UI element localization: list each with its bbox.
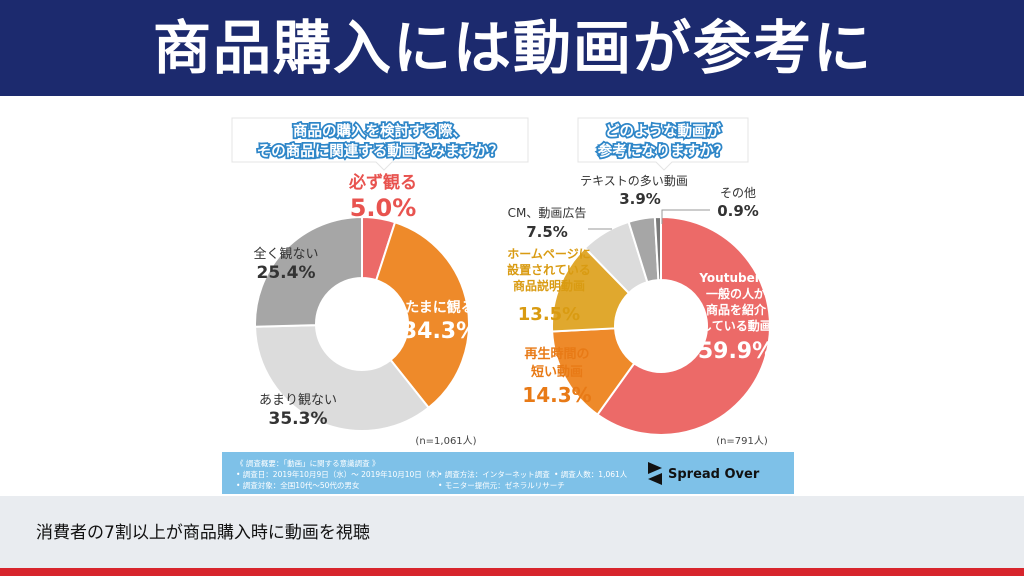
left-label-never: 全く観ない bbox=[253, 246, 318, 262]
infographic: 商品の購入を検討する際、 その商品に関連する動画をみますか？ どのような動画が … bbox=[0, 96, 1024, 496]
survey-line-3b: • モニター提供元：ゼネラルリサーチ bbox=[438, 480, 565, 490]
right-label-youtuber-3: 商品を紹介 bbox=[706, 302, 767, 317]
right-label-short-2: 短い動画 bbox=[531, 364, 583, 380]
right-label-youtuber-2: 一般の人が bbox=[706, 286, 766, 301]
right-leader-other bbox=[661, 209, 710, 224]
bottom-accent-stripe bbox=[0, 568, 1024, 576]
spread-over-logo-icon bbox=[648, 462, 662, 485]
survey-line-2c: • 調査人数：1,061人 bbox=[554, 469, 628, 479]
right-label-text-heavy: テキストの多い動画 bbox=[580, 174, 688, 188]
caption-text: 消費者の7割以上が商品購入時に動画を視聴 bbox=[36, 523, 370, 543]
right-value-cm: 7.5% bbox=[526, 223, 568, 241]
header-bar: 商品購入には動画が参考に bbox=[0, 0, 1024, 96]
left-question-line-2: その商品に関連する動画をみますか？ bbox=[257, 142, 504, 160]
right-donut-slice-5 bbox=[653, 215, 662, 282]
right-label-homepage-2: 設置されている bbox=[507, 262, 591, 277]
left-value-sometimes: 34.3% bbox=[402, 319, 478, 344]
left-question-bubble: 商品の購入を検討する際、 その商品に関連する動画をみますか？ bbox=[231, 117, 529, 171]
survey-line-2b: • 調査方法：インターネット調査 bbox=[438, 469, 550, 479]
left-value-rarely: 35.3% bbox=[269, 409, 328, 429]
left-label-sometimes: たまに観る bbox=[405, 299, 475, 316]
right-label-cm: CM、動画広告 bbox=[508, 206, 587, 220]
donut-chart-right bbox=[551, 215, 771, 436]
right-question-line-1: どのような動画が bbox=[605, 122, 721, 140]
right-value-homepage: 13.5% bbox=[518, 304, 580, 325]
right-question-line-2: 参考になりますか？ bbox=[598, 142, 729, 160]
left-donut-slice-1 bbox=[374, 220, 470, 410]
right-label-homepage-3: 商品説明動画 bbox=[513, 278, 585, 293]
right-label-other: その他 bbox=[720, 186, 756, 200]
left-label-rarely: あまり観ない bbox=[259, 393, 337, 408]
spread-over-logo-text: Spread Over bbox=[668, 467, 760, 482]
left-sample-size: (n=1,061人) bbox=[415, 435, 476, 447]
right-sample-size: (n=791人) bbox=[716, 435, 768, 447]
right-label-youtuber-4: している動画 bbox=[700, 318, 772, 333]
survey-line-1: 《 調査概要：「動画」に関する意識調査 》 bbox=[236, 458, 380, 468]
survey-summary-box: 《 調査概要：「動画」に関する意識調査 》 • 調査日：2019年10月9日（水… bbox=[222, 452, 794, 494]
survey-line-2a: • 調査日：2019年10月9日（水）～ 2019年10月10日（木） bbox=[236, 469, 444, 479]
right-donut-slice-0 bbox=[596, 215, 771, 436]
left-value-never: 25.4% bbox=[257, 263, 316, 283]
right-value-youtuber: 59.9% bbox=[698, 339, 774, 364]
donut-chart-left bbox=[254, 215, 470, 432]
survey-line-3a: • 調査対象：全国10代～50代の男女 bbox=[236, 480, 360, 490]
caption-bar: 消費者の7割以上が商品購入時に動画を視聴 bbox=[0, 496, 1024, 568]
right-value-text-heavy: 3.9% bbox=[619, 190, 661, 208]
left-question-line-1: 商品の購入を検討する際、 bbox=[293, 122, 467, 140]
left-value-always: 5.0% bbox=[350, 194, 417, 222]
left-donut-slice-2 bbox=[254, 324, 431, 432]
page-title: 商品購入には動画が参考に bbox=[152, 14, 873, 82]
left-donut-slice-3 bbox=[254, 215, 363, 328]
right-question-bubble: どのような動画が 参考になりますか？ bbox=[577, 117, 749, 171]
right-value-other: 0.9% bbox=[717, 202, 759, 220]
left-label-always: 必ず観る bbox=[348, 172, 417, 193]
right-value-short: 14.3% bbox=[522, 383, 591, 407]
infographic-svg: 商品の購入を検討する際、 その商品に関連する動画をみますか？ どのような動画が … bbox=[222, 117, 794, 494]
right-label-short-1: 再生時間の bbox=[524, 346, 589, 362]
right-label-homepage-1: ホームページに bbox=[507, 247, 590, 261]
right-label-youtuber-1: Youtuberや bbox=[698, 271, 772, 285]
